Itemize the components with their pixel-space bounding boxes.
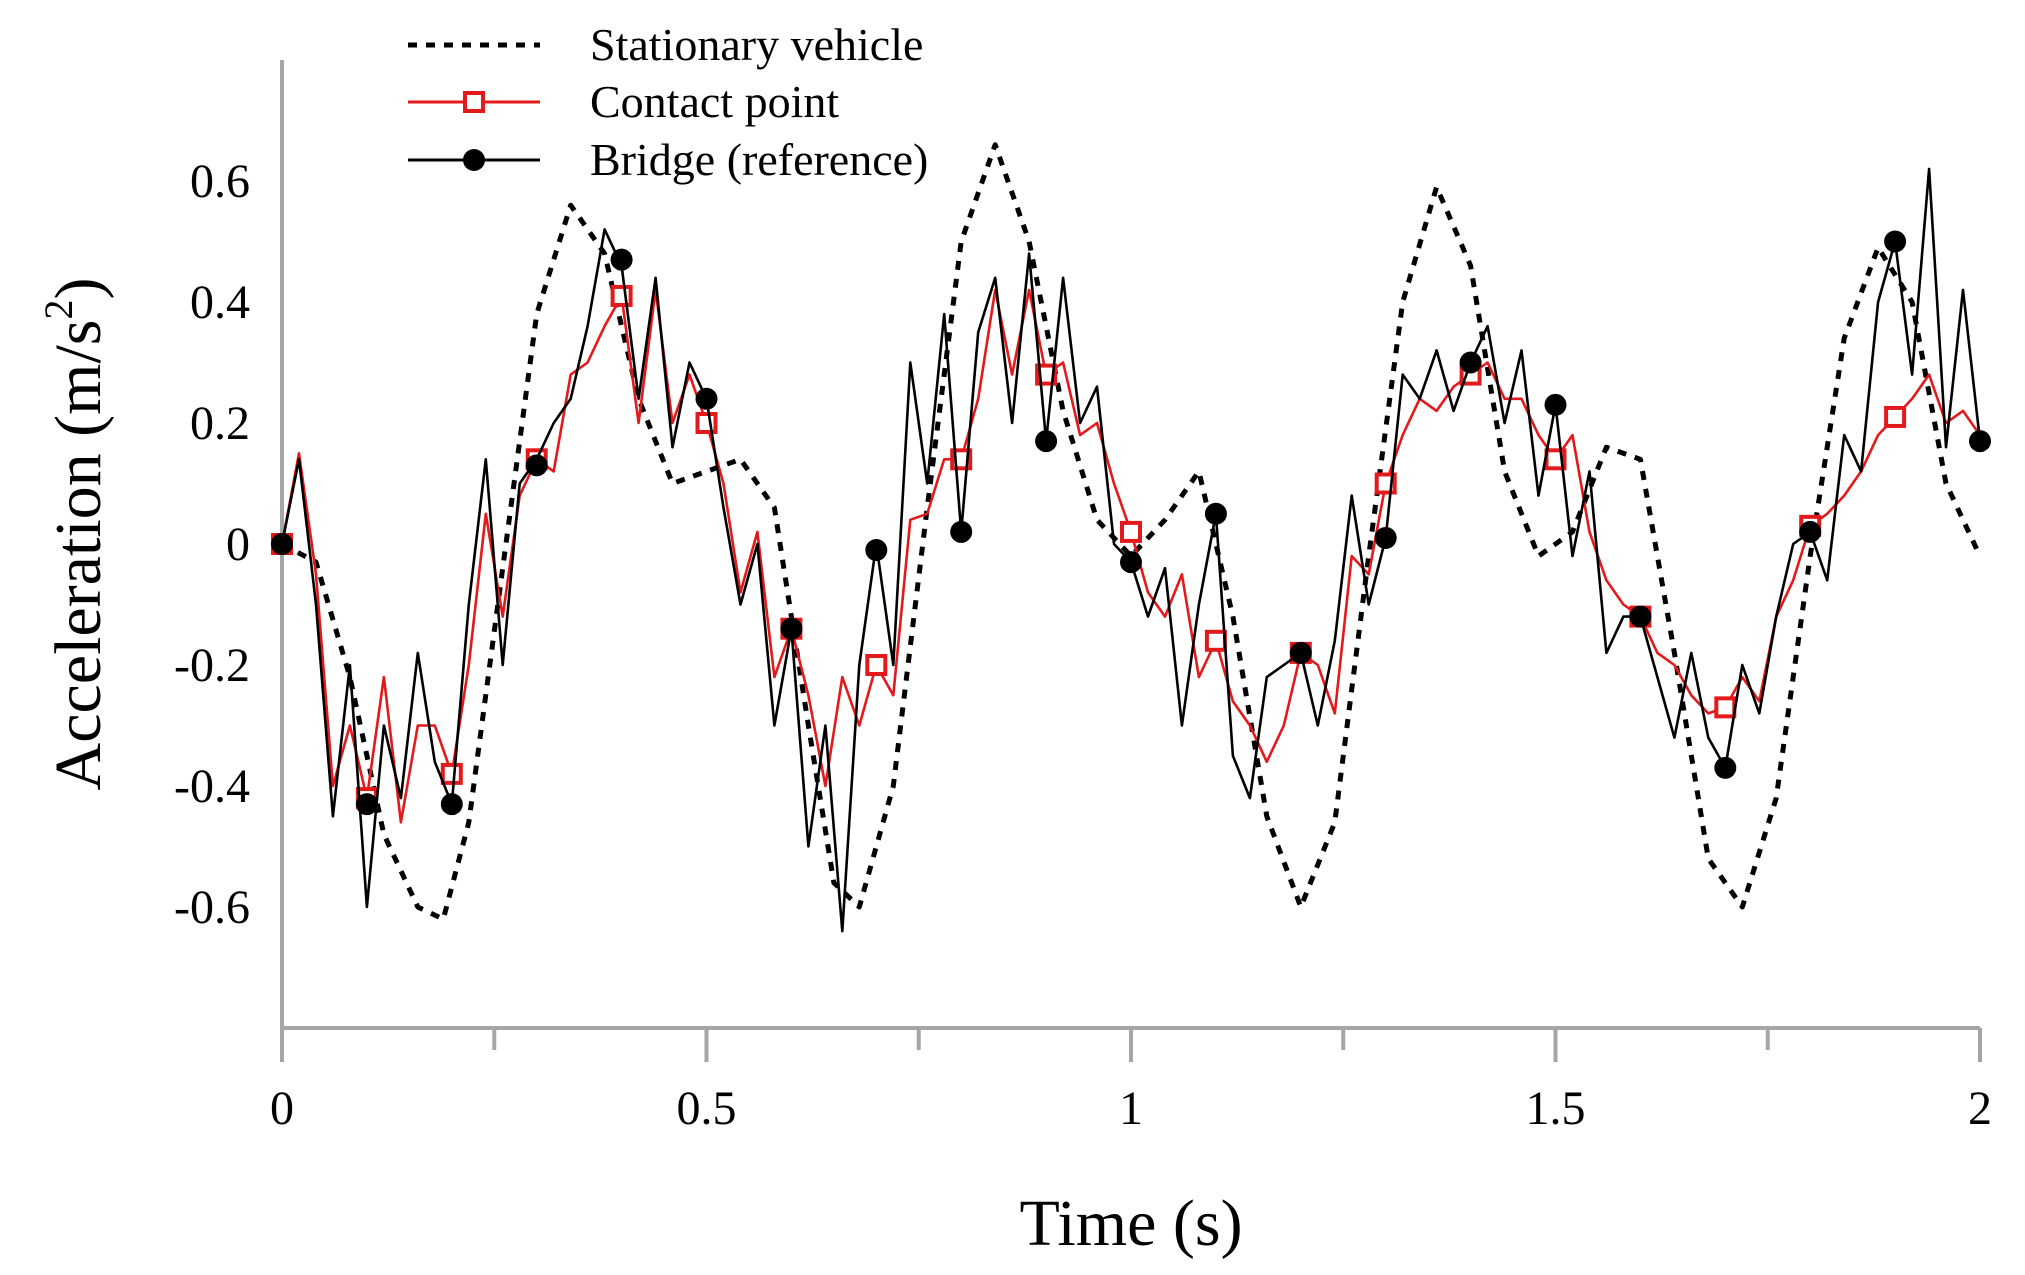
data-point-marker [1120, 551, 1142, 574]
series-layer [271, 142, 1991, 933]
data-point-marker [1884, 230, 1907, 253]
data-point-marker [355, 793, 378, 816]
legend-item: Bridge (reference) [408, 134, 928, 185]
x-tick-marks [280, 1028, 1982, 1062]
series-bridge-reference [271, 167, 1991, 933]
legend-label: Stationary vehicle [590, 19, 923, 70]
data-point-marker [1799, 520, 1822, 543]
data-point-marker [610, 248, 633, 271]
x-tick-label: 1 [1119, 1082, 1143, 1135]
x-tick-label: 2 [1968, 1082, 1992, 1135]
data-point-marker [865, 539, 888, 562]
data-point-marker [525, 454, 548, 477]
data-point-marker [1714, 756, 1737, 779]
data-point-marker [865, 654, 888, 676]
data-point-marker [1969, 430, 1991, 453]
data-point-marker [1120, 520, 1142, 543]
y-tick-labels: -0.6 -0.4 -0.2 0 0.2 0.4 0.6 [174, 155, 250, 934]
data-point-marker [780, 617, 803, 640]
data-point-marker [440, 762, 463, 785]
data-point-marker [1035, 430, 1058, 453]
data-point-marker [1459, 351, 1482, 374]
x-tick-label: 1.5 [1526, 1082, 1586, 1135]
data-point-marker [440, 793, 463, 816]
data-point-marker [1374, 526, 1397, 549]
data-point-marker [1714, 696, 1737, 719]
series-line [280, 167, 1982, 933]
legend: Stationary vehicle Contact point Bridge (r… [408, 19, 928, 185]
data-point-marker [1204, 629, 1227, 652]
y-tick-label: 0 [226, 518, 250, 571]
data-point-marker [1884, 405, 1907, 428]
y-tick-label: -0.6 [174, 881, 250, 934]
legend-marker [463, 91, 485, 113]
y-tick-label: -0.4 [174, 760, 250, 813]
y-axis-title: Acceleration (m/s2) [36, 278, 115, 791]
legend-label: Bridge (reference) [590, 134, 928, 185]
x-tick-labels: 0 0.5 1 1.5 2 [270, 1082, 1992, 1135]
data-point-marker [1204, 502, 1227, 525]
x-tick-label: 0.5 [677, 1082, 737, 1135]
data-point-marker [1629, 605, 1652, 628]
y-axis-title-main: Acceleration (m/s [42, 320, 115, 791]
y-tick-label: 0.4 [190, 276, 250, 329]
data-point-marker [610, 284, 633, 307]
y-tick-label: 0.2 [190, 397, 250, 450]
data-point-marker [695, 387, 718, 410]
data-point-marker [271, 533, 293, 555]
x-tick-label: 0 [270, 1082, 294, 1135]
legend-item: Stationary vehicle [408, 19, 923, 70]
data-point-marker [1289, 641, 1312, 664]
legend-item: Contact point [408, 76, 839, 127]
y-axis-title-superscript: 2 [36, 300, 81, 320]
axes: 0 0.5 1 1.5 2 -0.6 -0.4 -0.2 0 0.2 0.4 0.6 [174, 60, 1992, 1135]
data-point-marker [950, 520, 973, 543]
legend-marker [463, 149, 485, 171]
y-tick-label: 0.6 [190, 155, 250, 208]
legend-label: Contact point [590, 76, 839, 127]
data-point-marker [695, 412, 718, 434]
data-point-marker [1544, 393, 1567, 416]
x-axis-title: Time (s) [1019, 1187, 1242, 1260]
y-axis-title-close: ) [42, 278, 115, 300]
y-tick-label: -0.2 [174, 639, 250, 692]
